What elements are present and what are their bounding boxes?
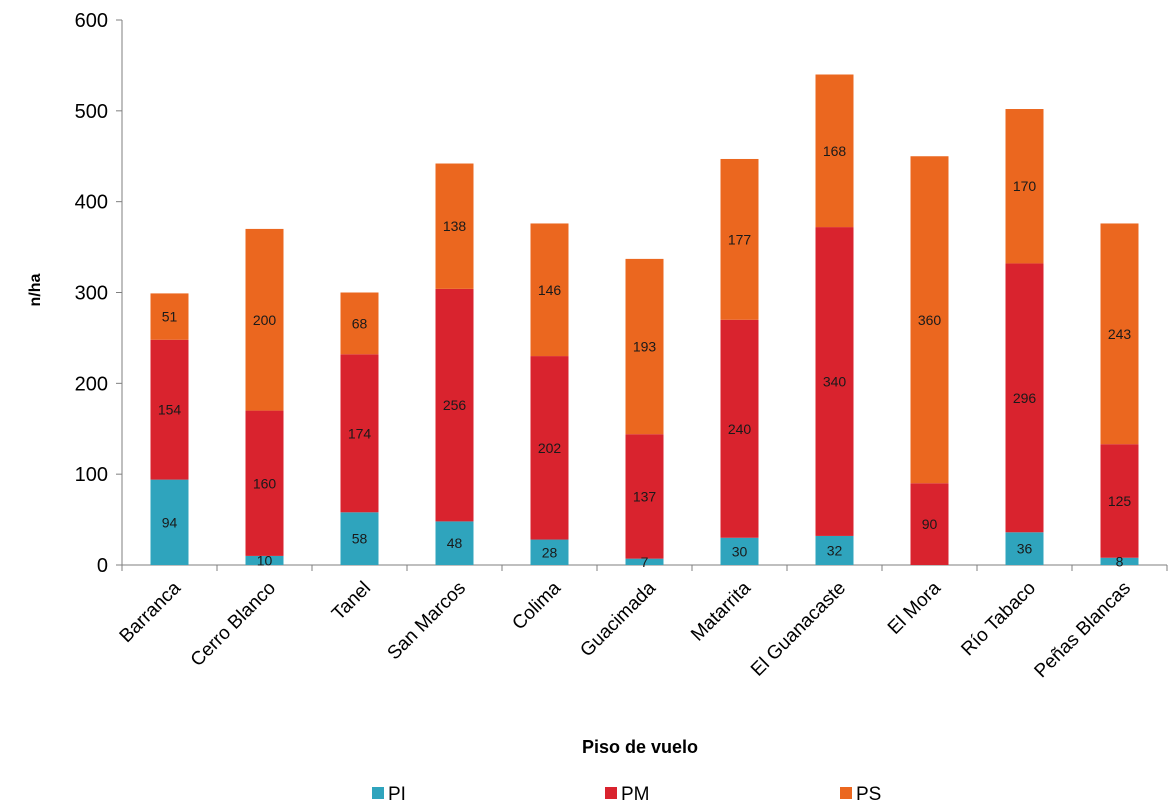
data-label: 154	[158, 402, 182, 418]
data-label: 36	[1017, 541, 1033, 557]
bar-segment-ps	[625, 258, 664, 435]
data-label: 90	[922, 516, 938, 532]
x-tick-label: Barranca	[116, 577, 186, 647]
x-ticks	[121, 565, 1168, 571]
bar-segment-pm	[530, 356, 569, 540]
data-label: 170	[1013, 178, 1037, 194]
bar-segment-ps	[1005, 109, 1044, 264]
legend-label-pm: PM	[621, 784, 650, 805]
bar-segment-pm	[150, 339, 189, 480]
legend-label-pi: PI	[388, 784, 406, 805]
data-label: 125	[1108, 493, 1132, 509]
data-label: 240	[728, 421, 752, 437]
y-ticks: 0 100 200 300 400 500 600	[75, 10, 122, 577]
bar-segment-pm	[245, 410, 284, 556]
bar-segment-pi	[625, 558, 664, 565]
y-tick-label: 400	[75, 192, 108, 214]
bar-segment-pi	[340, 512, 379, 565]
y-tick-label: 200	[75, 373, 108, 395]
bar-segment-ps	[1100, 223, 1139, 445]
x-tick-label: Matarrita	[687, 577, 755, 645]
bar-segment-pm	[720, 319, 759, 538]
y-axis-title: n/ha	[27, 273, 44, 306]
data-label: 138	[443, 218, 467, 234]
data-label: 177	[728, 231, 752, 247]
bar-segment-pm	[1100, 444, 1139, 558]
data-label: 32	[827, 542, 843, 558]
x-tick-label: Río Tabaco	[957, 578, 1040, 661]
data-label: 68	[352, 315, 368, 331]
legend-swatch-ps	[840, 787, 852, 799]
x-tick-label: Peñas Blancas	[1031, 578, 1135, 682]
data-label: 174	[348, 425, 372, 441]
legend: PI PM PS	[372, 784, 881, 805]
x-tick-label: El Guanacaste	[747, 578, 850, 681]
legend-swatch-pm	[605, 787, 617, 799]
bar-segment-pm	[625, 434, 664, 559]
data-label: 168	[823, 143, 847, 159]
bar-segment-pm	[435, 288, 474, 522]
data-label: 48	[447, 535, 463, 551]
bar-segment-pi	[150, 479, 189, 565]
x-tick-label: El Mora	[884, 577, 945, 638]
data-label: 7	[641, 554, 649, 570]
data-label: 58	[352, 531, 368, 547]
x-tick-label: Guacimada	[576, 577, 660, 661]
data-label: 30	[732, 543, 748, 559]
bar-segment-pm	[1005, 263, 1044, 533]
data-label: 340	[823, 374, 847, 390]
data-label: 296	[1013, 390, 1037, 406]
y-tick-label: 100	[75, 464, 108, 486]
y-tick-label: 600	[75, 10, 108, 32]
bar-segment-pi	[435, 521, 474, 565]
data-label: 94	[162, 514, 178, 530]
data-label: 256	[443, 397, 467, 413]
data-label: 202	[538, 440, 562, 456]
legend-label-ps: PS	[856, 784, 881, 805]
data-label: 8	[1116, 553, 1124, 569]
bar-segment-ps	[245, 228, 284, 411]
bar-segment-ps	[910, 156, 949, 484]
x-tick-label: Colima	[508, 577, 565, 634]
x-tick-labels: Barranca Cerro Blanco Tanel San Marcos Colim…	[116, 577, 1135, 682]
legend-swatch-pi	[372, 787, 384, 799]
bars	[150, 74, 1139, 565]
data-label: 360	[918, 312, 942, 328]
bar-segment-pi	[1100, 557, 1139, 565]
x-tick-label: Cerro Blanco	[187, 578, 280, 671]
data-label: 200	[253, 312, 277, 328]
bar-segment-pm	[910, 483, 949, 565]
bar-segment-ps	[150, 293, 189, 340]
x-axis-title: Piso de vuelo	[582, 737, 698, 757]
x-tick-label: San Marcos	[384, 578, 471, 665]
bar-segment-ps	[530, 223, 569, 357]
bar-segment-pm	[815, 227, 854, 536]
x-tick-label: Tanel	[328, 578, 375, 625]
data-label: 193	[633, 339, 657, 355]
bar-segment-ps	[720, 158, 759, 320]
bar-segment-ps	[340, 292, 379, 355]
y-tick-label: 0	[97, 555, 108, 577]
bar-segment-pi	[720, 537, 759, 565]
bar-segment-pi	[530, 539, 569, 565]
data-label: 160	[253, 475, 277, 491]
bar-segment-pm	[340, 354, 379, 513]
bar-segment-pi	[245, 555, 284, 565]
y-tick-label: 300	[75, 283, 108, 305]
data-label: 51	[162, 309, 178, 325]
y-tick-label: 500	[75, 101, 108, 123]
axes: 0 100 200 300 400 500 600	[75, 10, 1168, 577]
bar-segment-ps	[435, 163, 474, 289]
data-label: 10	[257, 552, 273, 568]
data-label: 28	[542, 544, 558, 560]
bar-segment-pi	[815, 535, 854, 565]
bar-segment-ps	[815, 74, 854, 228]
bar-labels: 94 154 51 10 160 200 58 174 68 48 256 138 28 202 146 7 1…	[158, 143, 1132, 570]
data-label: 146	[538, 282, 562, 298]
data-label: 243	[1108, 326, 1132, 342]
data-label: 137	[633, 488, 657, 504]
bar-segment-pi	[1005, 532, 1044, 565]
